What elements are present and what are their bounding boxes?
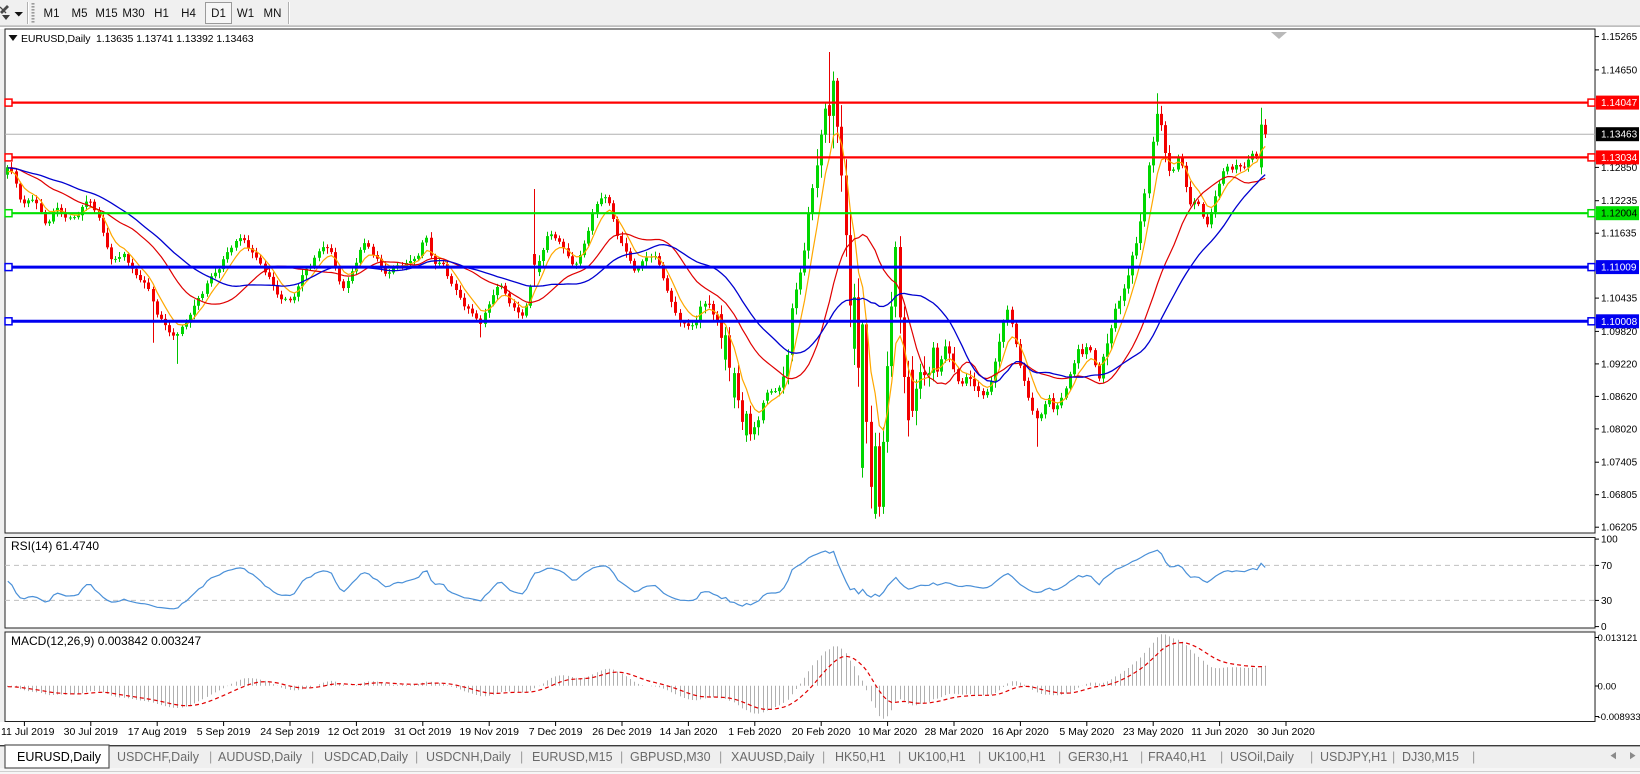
svg-text:1.14650: 1.14650 <box>1601 65 1638 76</box>
svg-text:1.09220: 1.09220 <box>1601 359 1638 370</box>
svg-text:70: 70 <box>1601 561 1613 572</box>
svg-text:USDCNH,Daily: USDCNH,Daily <box>426 750 511 764</box>
svg-text:|: | <box>1058 750 1061 764</box>
svg-text:|: | <box>978 750 981 764</box>
svg-text:30 Jun 2020: 30 Jun 2020 <box>1257 726 1315 738</box>
svg-text:1.08620: 1.08620 <box>1601 392 1638 403</box>
svg-text:20 Feb 2020: 20 Feb 2020 <box>792 726 851 738</box>
svg-text:|: | <box>415 750 418 764</box>
svg-text:|: | <box>520 750 523 764</box>
svg-text:|: | <box>1220 750 1223 764</box>
svg-text:12 Oct 2019: 12 Oct 2019 <box>328 726 385 738</box>
svg-text:M15: M15 <box>95 8 117 20</box>
svg-text:EURUSD,Daily 1.13635 1.13741: EURUSD,Daily 1.13635 1.13741 1.13392 1.1… <box>21 33 254 45</box>
svg-text:1.14047: 1.14047 <box>1601 98 1638 109</box>
svg-text:|: | <box>1392 750 1395 764</box>
svg-text:10 Mar 2020: 10 Mar 2020 <box>858 726 917 738</box>
svg-text:1.12235: 1.12235 <box>1601 196 1638 207</box>
svg-text:W1: W1 <box>237 8 254 20</box>
svg-text:1.06805: 1.06805 <box>1601 490 1638 501</box>
svg-text:MACD(12,26,9) 0.003842 0.00324: MACD(12,26,9) 0.003842 0.003247 <box>11 634 201 648</box>
svg-text:GBPUSD,M30: GBPUSD,M30 <box>630 750 711 764</box>
svg-text:5 Sep 2019: 5 Sep 2019 <box>197 726 251 738</box>
svg-text:30: 30 <box>1601 596 1613 607</box>
svg-text:1.06205: 1.06205 <box>1601 523 1638 534</box>
svg-text:1.10008: 1.10008 <box>1601 317 1638 328</box>
svg-text:M5: M5 <box>72 8 88 20</box>
svg-text:UK100,H1: UK100,H1 <box>988 750 1046 764</box>
svg-text:31 Oct 2019: 31 Oct 2019 <box>394 726 451 738</box>
svg-text:1.12850: 1.12850 <box>1601 163 1638 174</box>
svg-text:|: | <box>1310 750 1313 764</box>
svg-text:HK50,H1: HK50,H1 <box>835 750 886 764</box>
svg-text:|: | <box>822 750 825 764</box>
svg-text:M30: M30 <box>122 8 144 20</box>
svg-text:XAUUSD,Daily: XAUUSD,Daily <box>731 750 815 764</box>
svg-text:1.09820: 1.09820 <box>1601 327 1638 338</box>
svg-text:RSI(14) 61.4740: RSI(14) 61.4740 <box>11 539 99 553</box>
svg-text:|: | <box>1472 750 1475 764</box>
svg-text:MN: MN <box>264 8 282 20</box>
svg-text:FRA40,H1: FRA40,H1 <box>1148 750 1206 764</box>
svg-text:5 May 2020: 5 May 2020 <box>1059 726 1114 738</box>
svg-text:19 Nov 2019: 19 Nov 2019 <box>459 726 519 738</box>
svg-text:H1: H1 <box>154 8 169 20</box>
svg-text:1.11009: 1.11009 <box>1601 263 1637 274</box>
svg-text:17 Aug 2019: 17 Aug 2019 <box>128 726 187 738</box>
svg-text:0.013121: 0.013121 <box>1598 633 1638 644</box>
svg-text:100: 100 <box>1601 535 1618 546</box>
svg-text:USOil,Daily: USOil,Daily <box>1230 750 1295 764</box>
svg-text:H4: H4 <box>181 8 196 20</box>
svg-text:|: | <box>311 750 314 764</box>
svg-text:0.00: 0.00 <box>1598 682 1617 693</box>
svg-text:14 Jan 2020: 14 Jan 2020 <box>659 726 717 738</box>
svg-text:EURUSD,M15: EURUSD,M15 <box>532 750 613 764</box>
svg-text:EURUSD,Daily: EURUSD,Daily <box>17 750 102 764</box>
svg-text:AUDUSD,Daily: AUDUSD,Daily <box>218 750 303 764</box>
svg-text:28 Mar 2020: 28 Mar 2020 <box>925 726 984 738</box>
svg-text:|: | <box>209 750 212 764</box>
svg-text:26 Dec 2019: 26 Dec 2019 <box>592 726 652 738</box>
svg-text:0: 0 <box>1601 622 1607 633</box>
svg-text:1.13034: 1.13034 <box>1601 153 1638 164</box>
svg-text:M1: M1 <box>44 8 60 20</box>
svg-text:USDCHF,Daily: USDCHF,Daily <box>117 750 200 764</box>
svg-text:1.10435: 1.10435 <box>1601 294 1638 305</box>
svg-text:-0.008933: -0.008933 <box>1598 712 1640 723</box>
svg-text:1 Feb 2020: 1 Feb 2020 <box>728 726 781 738</box>
svg-text:USDJPY,H1: USDJPY,H1 <box>1320 750 1387 764</box>
svg-text:D1: D1 <box>211 8 226 20</box>
svg-text:1.15265: 1.15265 <box>1601 32 1638 43</box>
svg-text:16 Apr 2020: 16 Apr 2020 <box>992 726 1049 738</box>
svg-text:24 Sep 2019: 24 Sep 2019 <box>260 726 320 738</box>
svg-text:|: | <box>719 750 722 764</box>
svg-text:|: | <box>1140 750 1143 764</box>
svg-text:DJ30,M15: DJ30,M15 <box>1402 750 1459 764</box>
svg-text:23 May 2020: 23 May 2020 <box>1123 726 1184 738</box>
svg-text:11 Jul 2019: 11 Jul 2019 <box>1 726 55 738</box>
svg-text:1.13463: 1.13463 <box>1601 130 1638 141</box>
svg-text:|: | <box>898 750 901 764</box>
svg-text:30 Jul 2019: 30 Jul 2019 <box>64 726 118 738</box>
svg-text:GER30,H1: GER30,H1 <box>1068 750 1128 764</box>
svg-text:1.12004: 1.12004 <box>1601 209 1638 220</box>
svg-text:1.11635: 1.11635 <box>1601 229 1637 240</box>
svg-text:UK100,H1: UK100,H1 <box>908 750 966 764</box>
svg-text:1.08020: 1.08020 <box>1601 424 1638 435</box>
svg-text:|: | <box>620 750 623 764</box>
svg-text:7 Dec 2019: 7 Dec 2019 <box>529 726 583 738</box>
svg-text:11 Jun 2020: 11 Jun 2020 <box>1191 726 1248 738</box>
svg-text:USDCAD,Daily: USDCAD,Daily <box>324 750 409 764</box>
svg-text:1.07405: 1.07405 <box>1601 458 1638 469</box>
